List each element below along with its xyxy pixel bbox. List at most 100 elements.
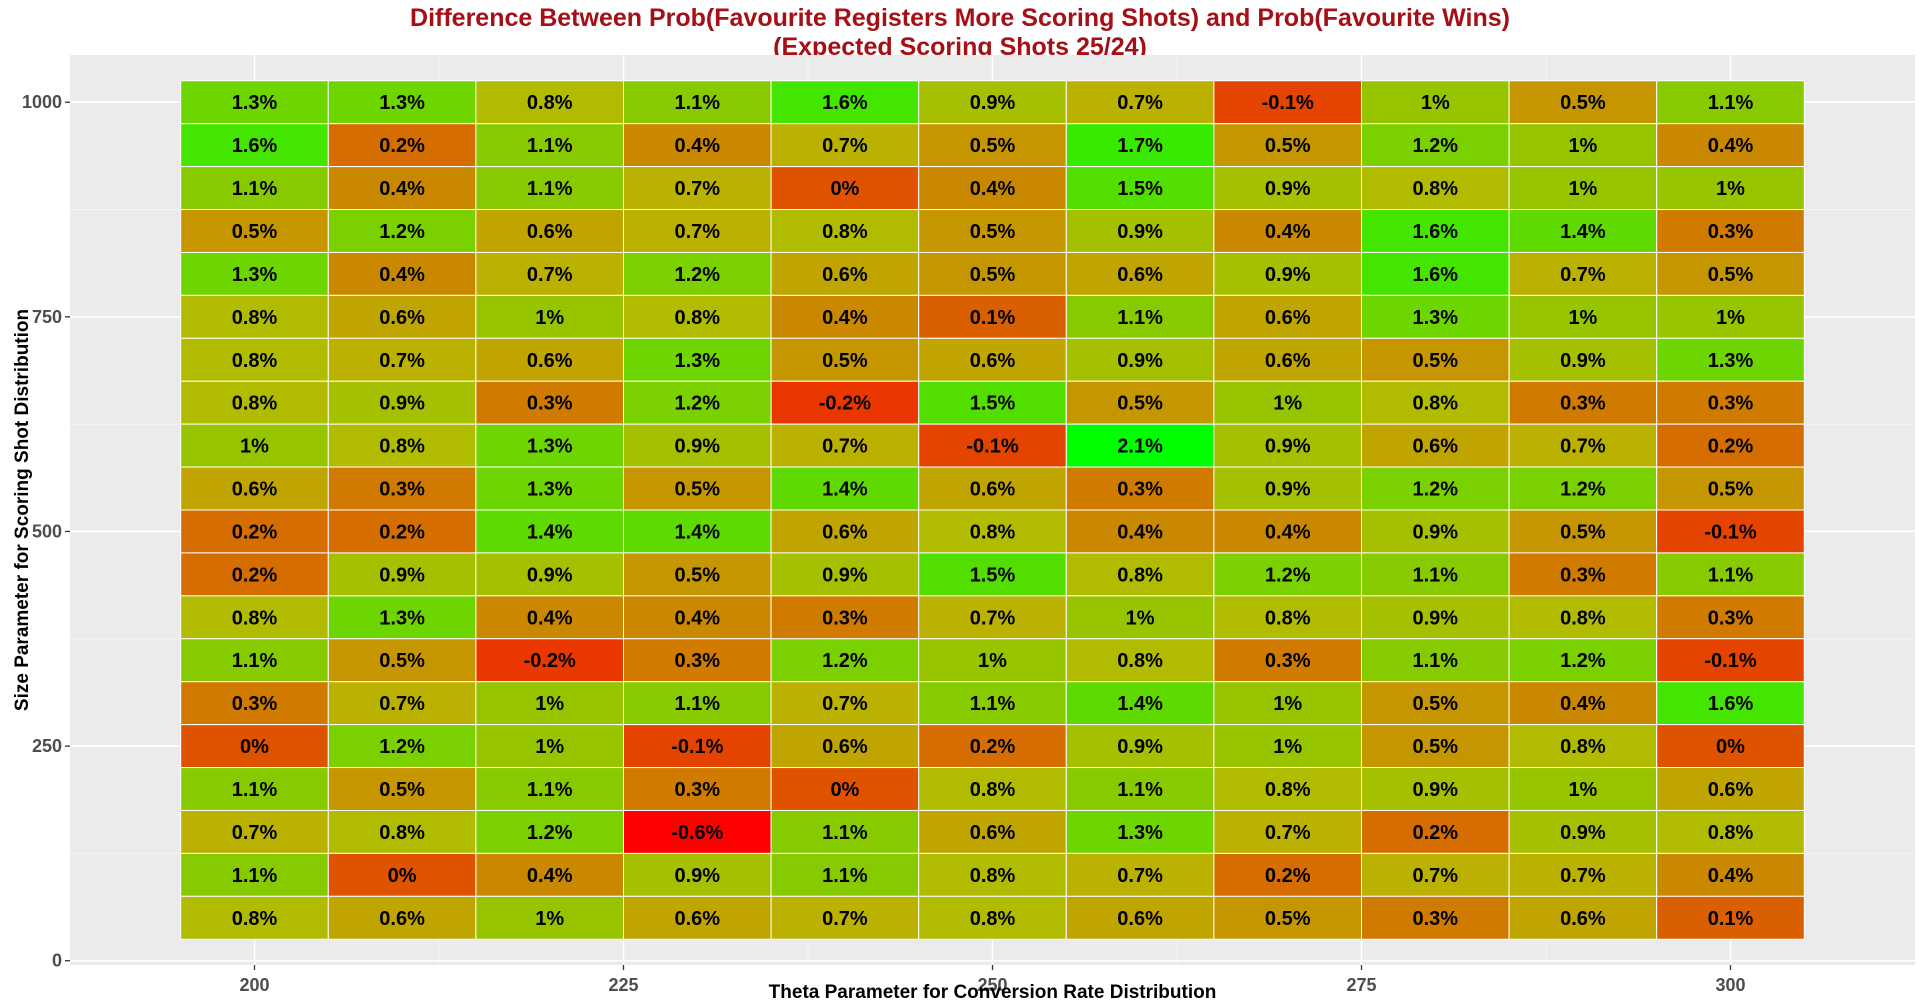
cell-value-label: 0.9%	[822, 564, 868, 586]
cell-value-label: 0.5%	[675, 564, 721, 586]
cell-value-label: 0.3%	[1708, 607, 1754, 629]
cell-value-label: 1.2%	[379, 221, 425, 243]
cell-value-label: 1.5%	[1117, 178, 1163, 200]
cell-value-label: 0.3%	[232, 693, 278, 715]
heatmap-cell	[1361, 724, 1510, 769]
cell-value-label: 0.4%	[527, 607, 573, 629]
heatmap-cell	[1065, 595, 1215, 640]
heatmap-cell	[1656, 852, 1805, 897]
cell-value-label: 1.1%	[1413, 650, 1459, 672]
heatmap-cell	[1065, 809, 1215, 854]
cell-value-label: 0%	[830, 779, 859, 801]
heatmap-cell	[327, 638, 477, 683]
heatmap-cell	[1508, 294, 1658, 339]
heatmap-cell	[1508, 852, 1658, 897]
cell-value-label: 1.2%	[1413, 135, 1459, 157]
cell-value-label: 0.2%	[970, 736, 1016, 758]
x-tick-label: 225	[608, 975, 638, 995]
cell-value-label: 0.9%	[1413, 779, 1459, 801]
heatmap-cell	[623, 724, 772, 769]
cell-value-label: 0.7%	[1265, 822, 1311, 844]
heatmap-cell	[327, 509, 477, 554]
cell-value-label: 0.5%	[1265, 908, 1311, 930]
heatmap-cell	[1065, 294, 1215, 339]
cell-value-label: 1.3%	[232, 92, 278, 114]
heatmap-cell	[475, 724, 624, 769]
cell-value-label: 1%	[1568, 779, 1597, 801]
heatmap-cell	[1656, 638, 1805, 683]
heatmap-cell	[918, 895, 1067, 940]
heatmap-cell	[1213, 337, 1363, 382]
cell-value-label: 0.8%	[232, 307, 278, 329]
heatmap-cell	[1656, 294, 1805, 339]
cell-value-label: 0.6%	[1117, 908, 1163, 930]
heatmap-cell	[475, 552, 624, 597]
heatmap-cell	[770, 251, 920, 296]
heatmap-cell	[180, 852, 329, 897]
heatmap-cell	[1213, 595, 1363, 640]
heatmap-cell	[1656, 337, 1805, 382]
cell-value-label: 1%	[240, 436, 269, 458]
heatmap-cell	[1213, 895, 1363, 940]
cell-value-label: 0.9%	[675, 436, 721, 458]
cell-value-label: 0.5%	[970, 264, 1016, 286]
heatmap-cell	[475, 423, 624, 468]
heatmap-cell	[918, 724, 1067, 769]
y-tick-label: 500	[32, 521, 62, 541]
cell-value-label: 0.7%	[1413, 865, 1459, 887]
cell-value-label: 0.8%	[970, 865, 1016, 887]
cell-value-label: 0.8%	[1117, 564, 1163, 586]
cell-value-label: 0.2%	[1413, 822, 1459, 844]
cell-value-label: 1.6%	[1413, 264, 1459, 286]
heatmap-cell	[1213, 767, 1363, 811]
cell-value-label: 1%	[1126, 607, 1155, 629]
cell-value-label: 0.9%	[675, 865, 721, 887]
heatmap-cell	[327, 294, 477, 339]
heatmap-cell	[1065, 466, 1215, 511]
heatmap-cell	[1508, 380, 1658, 425]
cell-value-label: 0.8%	[1265, 607, 1311, 629]
cell-value-label: 0.8%	[1413, 393, 1459, 415]
heatmap-cell	[327, 681, 477, 726]
cell-value-label: 0.3%	[379, 479, 425, 501]
cell-value-label: 1.1%	[527, 178, 573, 200]
heatmap-cell	[327, 466, 477, 511]
cell-value-label: 1.4%	[822, 479, 868, 501]
cell-value-label: 0.5%	[970, 135, 1016, 157]
cell-value-label: 1.4%	[1117, 693, 1163, 715]
cell-value-label: 1.1%	[1117, 779, 1163, 801]
x-tick-label: 300	[1715, 975, 1745, 995]
heatmap-cell	[770, 509, 920, 554]
cell-value-label: 0.9%	[379, 393, 425, 415]
cell-value-label: 0.5%	[1708, 264, 1754, 286]
cell-value-label: 1%	[1716, 178, 1745, 200]
cell-value-label: 0.9%	[1117, 736, 1163, 758]
heatmap-cell	[1065, 423, 1215, 468]
cell-value-label: 1.2%	[675, 264, 721, 286]
heatmap-cell	[918, 294, 1067, 339]
heatmap-cell	[475, 767, 624, 811]
cell-value-label: 1.2%	[675, 393, 721, 415]
cell-value-label: 0.5%	[1560, 521, 1606, 543]
y-tick-label: 1000	[22, 92, 62, 112]
cell-value-label: 0.4%	[1117, 521, 1163, 543]
heatmap-cell	[327, 123, 477, 168]
cell-value-label: 1%	[535, 736, 564, 758]
cell-value-label: 1.1%	[675, 693, 721, 715]
heatmap-cell	[1213, 681, 1363, 726]
cell-value-label: -0.2%	[819, 393, 871, 415]
y-tick-label: 0	[52, 951, 62, 971]
heatmap-cell	[623, 681, 772, 726]
heatmap-cell	[327, 251, 477, 296]
cell-value-label: 1.1%	[822, 822, 868, 844]
cell-value-label: 0.5%	[379, 779, 425, 801]
heatmap-cell	[1656, 209, 1805, 253]
cell-value-label: 0%	[240, 736, 269, 758]
cell-value-label: 0.8%	[1117, 650, 1163, 672]
cell-value-label: 0.1%	[970, 307, 1016, 329]
heatmap-cell	[475, 895, 624, 940]
heatmap-cell	[1361, 166, 1510, 211]
heatmap-cell	[1213, 552, 1363, 597]
x-axis-title: Theta Parameter for Conversion Rate Dist…	[769, 982, 1217, 1003]
heatmap-cell	[327, 895, 477, 940]
